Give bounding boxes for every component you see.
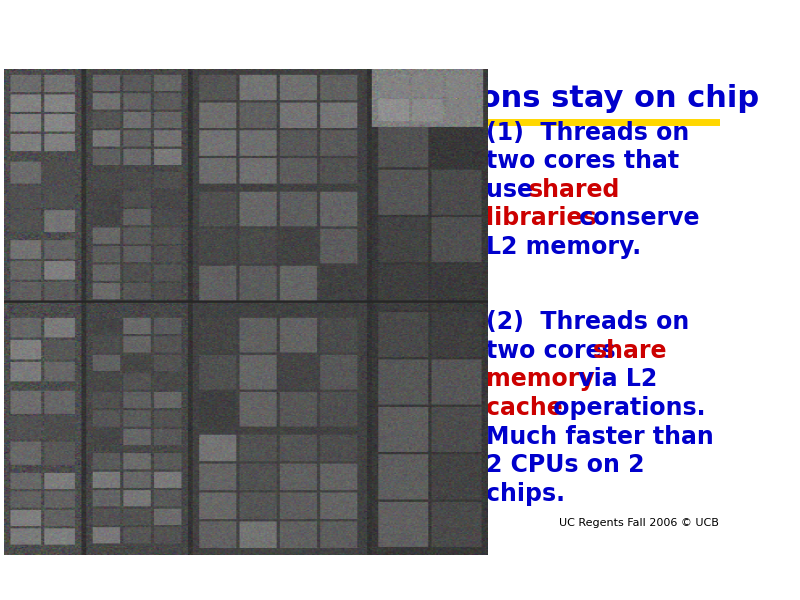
Bar — [388, 125, 474, 170]
Text: conserve: conserve — [571, 206, 700, 230]
Text: Core-to-core interactions stay on chip: Core-to-core interactions stay on chip — [110, 83, 759, 113]
Bar — [250, 312, 385, 398]
Text: via L2: via L2 — [570, 367, 657, 391]
Bar — [103, 125, 246, 312]
Text: FPU: FPU — [122, 446, 129, 462]
Text: two cores: two cores — [486, 338, 623, 362]
Text: ISU: ISU — [122, 392, 129, 405]
Text: IEU: IEU — [122, 340, 129, 352]
Text: Much faster than: Much faster than — [486, 425, 714, 449]
Text: chips.: chips. — [486, 482, 565, 506]
Text: CS 152 L19: Advanced Processors III: CS 152 L19: Advanced Processors III — [103, 518, 305, 529]
Text: use: use — [486, 178, 541, 202]
Bar — [388, 125, 474, 499]
Text: 2: 2 — [310, 164, 319, 176]
Text: libraries: libraries — [486, 206, 596, 230]
Text: L2 memory.: L2 memory. — [486, 235, 641, 259]
Text: memory: memory — [486, 367, 594, 391]
Text: 2: 2 — [310, 257, 319, 270]
Text: MC: MC — [430, 145, 447, 154]
Bar — [250, 125, 385, 215]
Text: 2 CPUs on 2: 2 CPUs on 2 — [486, 453, 644, 477]
Text: FPU: FPU — [122, 155, 129, 170]
Text: 2: 2 — [310, 355, 319, 367]
Text: L3 Directory / Control: L3 Directory / Control — [429, 271, 438, 353]
Text: share: share — [593, 338, 667, 362]
Bar — [250, 218, 385, 305]
Text: UC Regents Fall 2006 © UCB: UC Regents Fall 2006 © UCB — [559, 518, 718, 529]
Text: ISU: ISU — [198, 246, 204, 259]
Bar — [250, 402, 385, 496]
Text: two cores that: two cores that — [486, 149, 678, 173]
Text: ISU: ISU — [198, 362, 204, 375]
Text: cache: cache — [486, 396, 562, 420]
Text: 2: 2 — [310, 444, 319, 457]
Text: (2)  Threads on: (2) Threads on — [486, 310, 689, 334]
Text: ISU: ISU — [122, 220, 129, 233]
Text: (1)  Threads on: (1) Threads on — [486, 121, 689, 145]
Text: IEU: IEU — [122, 272, 129, 285]
Text: IDU: IDU — [198, 448, 204, 461]
Text: operations.: operations. — [545, 396, 706, 420]
Text: IDU: IDU — [198, 152, 204, 166]
Text: shared: shared — [529, 178, 620, 202]
Bar — [103, 312, 246, 499]
